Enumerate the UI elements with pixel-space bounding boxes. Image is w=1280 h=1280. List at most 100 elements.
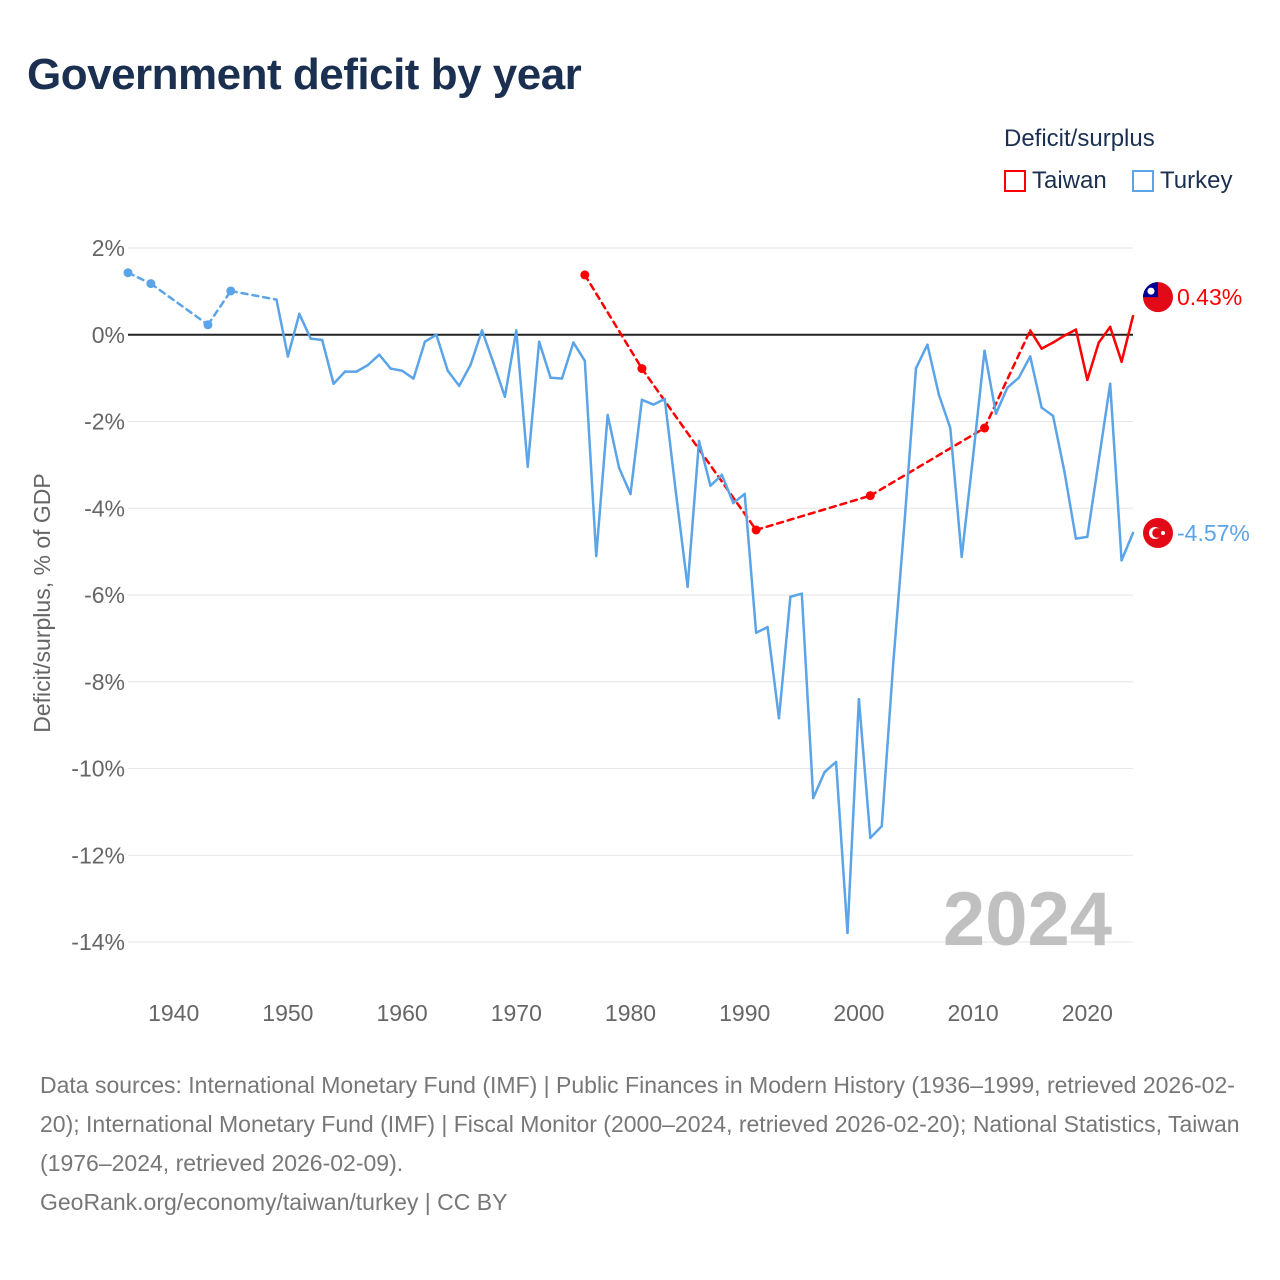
turkey-line-segment (503, 329, 518, 399)
turkey-line-segment (811, 770, 826, 800)
taiwan-data-point (865, 491, 875, 501)
x-tick-label: 1960 (377, 1000, 428, 1026)
turkey-line-segment (777, 595, 792, 720)
y-tick-label: 0% (92, 322, 125, 348)
taiwan-data-point (580, 270, 590, 280)
turkey-line-segment (469, 329, 484, 366)
taiwan-line-segment (583, 273, 644, 370)
legend-item-turkey[interactable]: Turkey (1132, 167, 1232, 195)
turkey-line-segment (629, 398, 644, 496)
taiwan-line-segment (1097, 325, 1112, 344)
y-tick-label: -8% (84, 669, 125, 695)
turkey-line-segment (332, 370, 347, 386)
turkey-line-segment (800, 592, 815, 800)
turkey-line-segment (743, 492, 758, 634)
turkey-line-segment (823, 760, 838, 774)
taiwan-line-segment (983, 329, 1032, 430)
x-tick-label: 2020 (1062, 1000, 1113, 1026)
turkey-line-segment (515, 329, 529, 468)
turkey-line-segment (275, 298, 290, 358)
turkey-line-segment (286, 312, 301, 358)
turkey-line-segment (1006, 376, 1021, 389)
turkey-line-segment (1086, 459, 1100, 539)
turkey-line-segment (914, 343, 929, 370)
x-tick-label: 1990 (719, 1000, 770, 1026)
legend-item-taiwan[interactable]: Taiwan (1004, 167, 1107, 195)
turkey-line-segment (1097, 382, 1112, 462)
turkey-line-segment (1028, 355, 1043, 409)
legend-label-turkey: Turkey (1160, 167, 1233, 194)
turkey-line-segment (754, 625, 769, 634)
sources-block: Data sources: International Monetary Fun… (40, 1066, 1240, 1222)
x-tick-label: 1940 (148, 1000, 199, 1026)
taiwan-line-segment (1086, 341, 1100, 382)
turkey-data-point (203, 320, 213, 330)
turkey-line-segment (320, 338, 335, 386)
turkey-line-segment (663, 397, 678, 497)
taiwan-line-segment (754, 494, 872, 532)
legend-title: Deficit/surplus (1004, 125, 1155, 152)
y-tick-label: -2% (84, 409, 125, 435)
turkey-line-segment (789, 592, 804, 598)
taiwan-flag-sun (1147, 287, 1155, 295)
turkey-line-segment (1063, 470, 1078, 540)
turkey-line-segment (423, 333, 438, 343)
turkey-line-segment (971, 349, 986, 458)
turkey-line-segment (720, 473, 735, 505)
turkey-line-segment (389, 367, 404, 373)
turkey-line-segment (457, 363, 472, 388)
turkey-line-segment (492, 361, 507, 399)
y-tick-label: -12% (71, 842, 125, 868)
turkey-line-segment (617, 466, 632, 496)
turkey-line-segment (732, 492, 746, 505)
turkey-data-point (123, 268, 133, 278)
turkey-line-segment (903, 366, 918, 523)
turkey-end-label: -4.57% (1177, 520, 1250, 546)
turkey-line-segment (446, 369, 461, 388)
turkey-line-segment (949, 426, 963, 559)
turkey-line-segment (937, 393, 952, 430)
turkey-line-segment (298, 312, 312, 340)
taiwan-end-label: 0.43% (1177, 284, 1242, 310)
turkey-line-segment (480, 329, 495, 365)
turkey-line-segment (983, 349, 998, 415)
turkey-line-segment (149, 282, 210, 327)
turkey-line-segment (1017, 355, 1032, 379)
turkey-line-segment (583, 359, 598, 558)
legend-label-taiwan: Taiwan (1032, 167, 1107, 194)
turkey-line-segment (206, 289, 233, 327)
taiwan-line-segment (1063, 328, 1078, 337)
x-tick-label: 1980 (605, 1000, 656, 1026)
turkey-line-segment (366, 353, 381, 367)
turkey-line-segment (709, 473, 724, 487)
taiwan-line-segment (869, 426, 986, 497)
y-tick-label: -14% (71, 929, 125, 955)
turkey-line-segment (640, 398, 655, 406)
turkey-line-segment (697, 439, 712, 487)
turkey-line-segment (857, 697, 872, 840)
legend-swatch-taiwan (1004, 170, 1026, 192)
turkey-line-segment (572, 341, 587, 363)
attribution-link[interactable]: GeoRank.org/economy/taiwan/turkey | CC B… (40, 1189, 508, 1215)
y-tick-label: -4% (84, 495, 125, 521)
turkey-line-segment (549, 376, 564, 380)
taiwan-line-segment (1028, 329, 1043, 350)
turkey-flag-crescent-cut (1152, 528, 1162, 538)
legend-swatch-turkey (1132, 170, 1154, 192)
data-sources-text: Data sources: International Monetary Fun… (40, 1072, 1240, 1176)
y-axis-label: Deficit/surplus, % of GDP (29, 473, 55, 732)
line-chart: 2% 0% -2% -4% -6% -8% -10% -12% -14% 1940 1950 1960… (29, 235, 1250, 1026)
turkey-line-segment (594, 413, 609, 558)
turkey-line-segment (880, 663, 895, 828)
turkey-data-point (226, 286, 236, 296)
taiwan-data-point (980, 423, 990, 433)
turkey-line-segment (526, 340, 541, 468)
taiwan-line-segment (1108, 325, 1123, 363)
turkey-line-segment (1108, 382, 1123, 562)
turkey-line-segment (1040, 406, 1055, 418)
turkey-line-segment (412, 340, 427, 380)
turkey-line-segment (537, 340, 552, 379)
year-watermark: 2024 (943, 877, 1112, 962)
turkey-data-point (146, 279, 156, 289)
chart-title: Government deficit by year (27, 50, 582, 99)
